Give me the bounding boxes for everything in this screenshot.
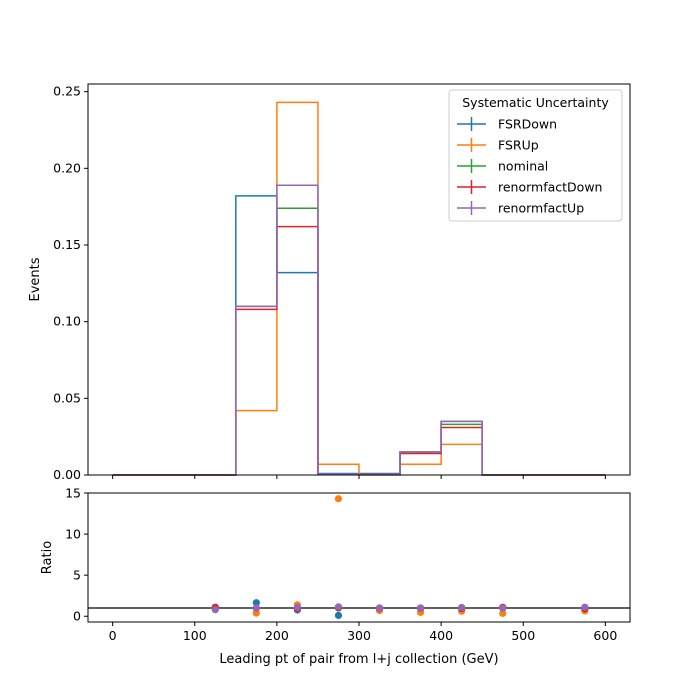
ratio-y-tick-label: 15 bbox=[65, 486, 81, 501]
main-y-tick-label: 0.00 bbox=[53, 467, 81, 482]
legend-title: Systematic Uncertainty bbox=[462, 95, 609, 110]
ratio-point-FSRDown bbox=[334, 611, 343, 620]
histogram-renormfactDown bbox=[112, 225, 606, 476]
ratio-x-tick-label: 600 bbox=[593, 628, 617, 643]
main-y-tick-label: 0.10 bbox=[53, 314, 81, 329]
main-y-axis-label: Events bbox=[28, 257, 43, 301]
ratio-point-renormfactUp bbox=[458, 603, 466, 612]
legend-label-renormfactUp: renormfactUp bbox=[498, 201, 584, 216]
ratio-point-renormfactUp bbox=[499, 604, 507, 612]
ratio-plot-frame bbox=[87, 492, 631, 623]
legend-label-FSRDown: FSRDown bbox=[498, 117, 557, 132]
ratio-y-tick-label: 10 bbox=[65, 527, 81, 542]
histogram-nominal bbox=[112, 207, 606, 476]
ratio-x-tick-label: 400 bbox=[429, 628, 453, 643]
main-y-tick-label: 0.15 bbox=[53, 237, 81, 252]
ratio-point-FSRUp bbox=[252, 609, 260, 617]
legend-label-renormfactDown: renormfactDown bbox=[498, 180, 602, 195]
ratio-point-FSRUp bbox=[499, 609, 507, 617]
legend-label-nominal: nominal bbox=[498, 159, 548, 174]
main-y-tick-label: 0.20 bbox=[53, 160, 81, 175]
ratio-point-renormfactUp bbox=[416, 604, 425, 612]
x-axis-label: Leading pt of pair from l+j collection (… bbox=[219, 652, 498, 667]
ratio-x-tick-label: 300 bbox=[347, 628, 371, 643]
ratio-y-tick-label: 5 bbox=[73, 568, 81, 583]
ratio-point-renormfactUp bbox=[581, 603, 589, 611]
ratio-x-tick-label: 200 bbox=[265, 628, 289, 643]
histogram-renormfactUp bbox=[112, 184, 606, 476]
ratio-point-renormfactUp bbox=[252, 604, 260, 612]
ratio-point-FSRDown bbox=[252, 599, 260, 607]
ratio-point-FSRUp bbox=[334, 495, 343, 503]
main-y-tick-label: 0.05 bbox=[53, 390, 81, 405]
ratio-y-axis-label: Ratio bbox=[40, 541, 55, 574]
ratio-point-renormfactUp bbox=[293, 603, 302, 611]
legend-box bbox=[448, 89, 623, 222]
histogram-FSRDown bbox=[112, 195, 606, 476]
ratio-point-renormfactUp bbox=[375, 604, 384, 612]
ratio-x-tick-label: 500 bbox=[511, 628, 535, 643]
ratio-x-tick-label: 100 bbox=[183, 628, 207, 643]
legend-label-FSRUp: FSRUp bbox=[498, 138, 539, 153]
ratio-y-tick-label: 0 bbox=[73, 609, 81, 624]
ratio-point-renormfactUp bbox=[334, 603, 343, 611]
ratio-x-tick-label: 0 bbox=[109, 628, 117, 643]
ratio-point-renormfactUp bbox=[211, 606, 219, 614]
main-y-tick-label: 0.25 bbox=[53, 84, 81, 99]
